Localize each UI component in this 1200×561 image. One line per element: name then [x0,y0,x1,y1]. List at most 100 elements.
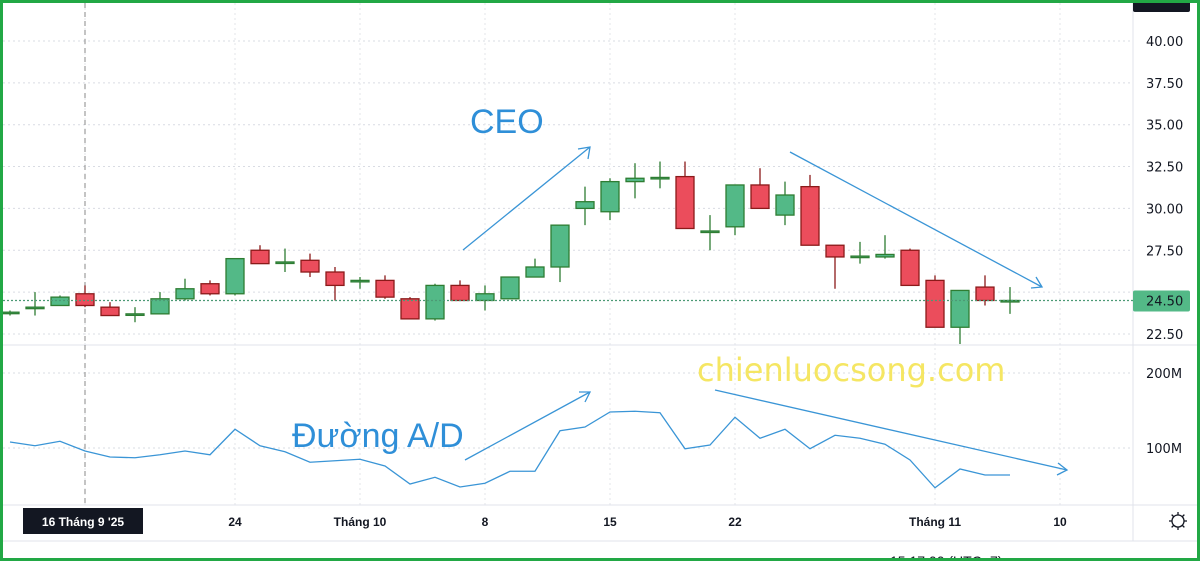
price-tick-label: 22.50 [1146,328,1183,343]
candle[interactable] [525,258,545,278]
time-tick-label: 8 [482,515,489,529]
candle[interactable] [300,253,320,278]
candle-body [775,194,795,216]
candle-body [250,249,270,265]
candle[interactable] [200,280,220,296]
candle-body [700,230,720,234]
gear-tooth [1171,524,1175,528]
candle[interactable] [575,186,595,226]
axes: 40.00 37.50 35.00 32.50 30.00 27.50 22.50 200M 1… [23,0,1190,561]
candle[interactable] [550,224,570,283]
candle[interactable] [400,297,420,320]
candle[interactable] [925,275,945,328]
candle-body [725,184,745,228]
volume-tick-label: 100M [1146,442,1182,457]
candle[interactable] [725,184,745,236]
candle[interactable] [150,292,170,315]
candle[interactable] [700,215,720,251]
ad-line [9,410,1010,489]
timezone-text: 15:17:00 (UTC+7) [890,553,1002,561]
ceo-down-arrow [789,151,1043,288]
candle[interactable] [475,285,495,311]
ad-up-arrow [464,391,591,461]
candle-body [625,177,645,183]
candle[interactable] [175,278,195,301]
price-tick-label: 40.00 [1146,35,1183,50]
candle[interactable] [425,283,445,321]
candle-body [900,249,920,287]
candle-body [875,253,895,258]
time-tick-label: Tháng 10 [334,515,387,529]
gear-tooth [1181,524,1185,528]
candle-body [300,259,320,273]
candle[interactable] [900,248,920,287]
candle-body [525,266,545,278]
candle[interactable] [125,307,145,323]
candle[interactable] [850,241,870,264]
candle-body [425,284,445,320]
arrowhead [1030,276,1044,289]
arrowhead [577,146,591,160]
ad-down-arrow [714,389,1068,471]
candle-body [200,283,220,295]
candle-body [575,201,595,210]
candle[interactable] [800,174,820,246]
candle[interactable] [750,168,770,210]
gear-ring [1171,514,1185,528]
candle-body [25,306,45,310]
watermark: chienluocsong.com [697,351,1005,389]
arrowhead [1056,462,1069,476]
candle-body [975,286,995,302]
candle[interactable] [500,276,520,300]
last-price-badge [1133,290,1190,312]
price-tick-label: 27.50 [1146,244,1183,259]
price-tick-label: 35.00 [1146,119,1183,134]
candle[interactable] [0,310,20,316]
candle[interactable] [25,292,45,316]
ad-line-panel [9,410,1010,489]
candle-body [600,180,620,213]
price-tick-label: 37.50 [1146,77,1183,92]
candle[interactable] [325,266,345,301]
candle[interactable] [100,302,120,317]
time-tick-label: 22 [728,515,742,529]
candle[interactable] [950,289,970,344]
candle[interactable] [275,248,295,273]
candle-body [925,279,945,328]
candle[interactable] [650,161,670,189]
grid [3,0,1197,542]
candle[interactable] [450,280,470,302]
candle[interactable] [775,181,795,226]
gear-icon[interactable] [1169,512,1187,530]
price-tick-label: 32.50 [1146,161,1183,176]
candle-body [50,296,70,307]
candle-body [400,298,420,320]
candle[interactable] [675,161,695,230]
time-tick-label: Tháng 11 [909,515,961,529]
candle[interactable] [350,277,370,289]
last-price-label: 24.50 [1146,294,1183,309]
candle[interactable] [375,275,395,299]
ceo-label: CEO [470,103,544,141]
candle-body [850,255,870,259]
candle-body [450,284,470,302]
gear-tooth [1181,514,1185,518]
candle[interactable] [225,257,245,296]
candle[interactable] [600,178,620,221]
candle[interactable] [825,244,845,289]
ceo-up-arrow [462,146,591,251]
time-tick-label: 10 [1053,515,1067,529]
candle[interactable] [875,235,895,259]
candle-body [125,313,145,317]
candle[interactable] [75,285,95,308]
candle[interactable] [625,163,645,199]
candle-body [475,293,495,302]
candle-body [150,298,170,315]
candle[interactable] [1000,287,1020,314]
candle-body [675,175,695,230]
price-axis-top-label [1133,0,1190,12]
candle-body [950,289,970,328]
crosshair-time-badge [23,508,143,534]
candle[interactable] [250,245,270,265]
